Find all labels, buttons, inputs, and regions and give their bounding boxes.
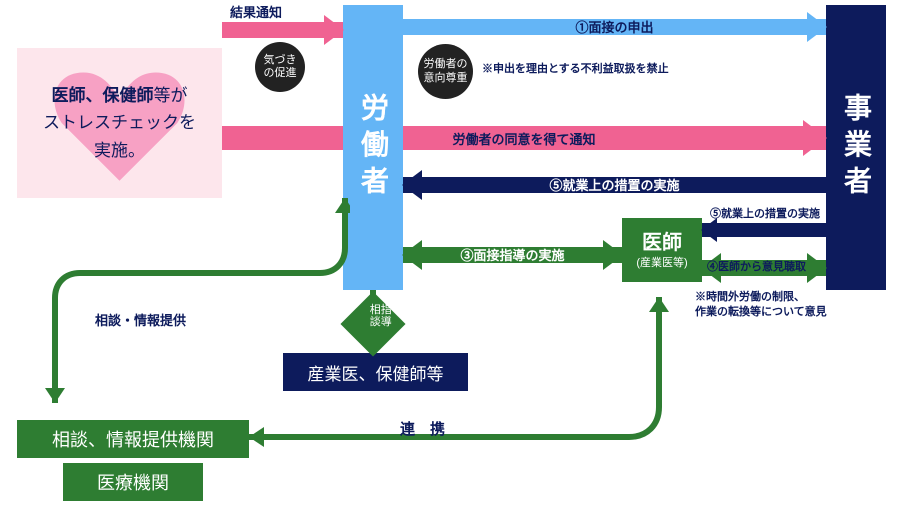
arrow-interview-guidance: ③面接指導の実施 bbox=[403, 240, 622, 270]
overtime-note: ※時間外労働の制限、 作業の転換等について意見 bbox=[695, 290, 827, 321]
arrow-measures-2 bbox=[702, 218, 826, 242]
arrow-consent: 労働者の同意を得て通知 bbox=[222, 120, 826, 156]
arrow-interview-request: ①面接の申出 bbox=[403, 12, 826, 42]
doctor-opinion-label: ④医師から意見聴取 bbox=[707, 258, 806, 274]
cooperation-path bbox=[249, 282, 679, 457]
employer-box: 事業者 bbox=[826, 5, 886, 290]
implementer-box: 医師、保健師等が ストレスチェックを 実施。 bbox=[17, 48, 222, 198]
awareness-circle: 気づき の促進 bbox=[255, 42, 305, 92]
result-notice-label: 結果通知 bbox=[230, 2, 282, 21]
cooperation-label: 連 携 bbox=[400, 418, 445, 439]
worker-intent-circle: 労働者の 意向尊重 bbox=[418, 44, 473, 99]
arrow-measures-1: ⑤就業上の措置の実施 bbox=[403, 170, 826, 200]
consult-info-label: 相談・情報提供 bbox=[95, 310, 186, 329]
doctor-box: 医師 (産業医等) bbox=[622, 218, 702, 282]
medical-org-box: 医療機関 bbox=[63, 463, 203, 501]
no-disadvantage-note: ※申出を理由とする不利益取扱を禁止 bbox=[482, 60, 669, 76]
measures-2-label: ⑤就業上の措置の実施 bbox=[710, 205, 820, 221]
implementer-strong: 医師、保健師 bbox=[52, 86, 154, 105]
